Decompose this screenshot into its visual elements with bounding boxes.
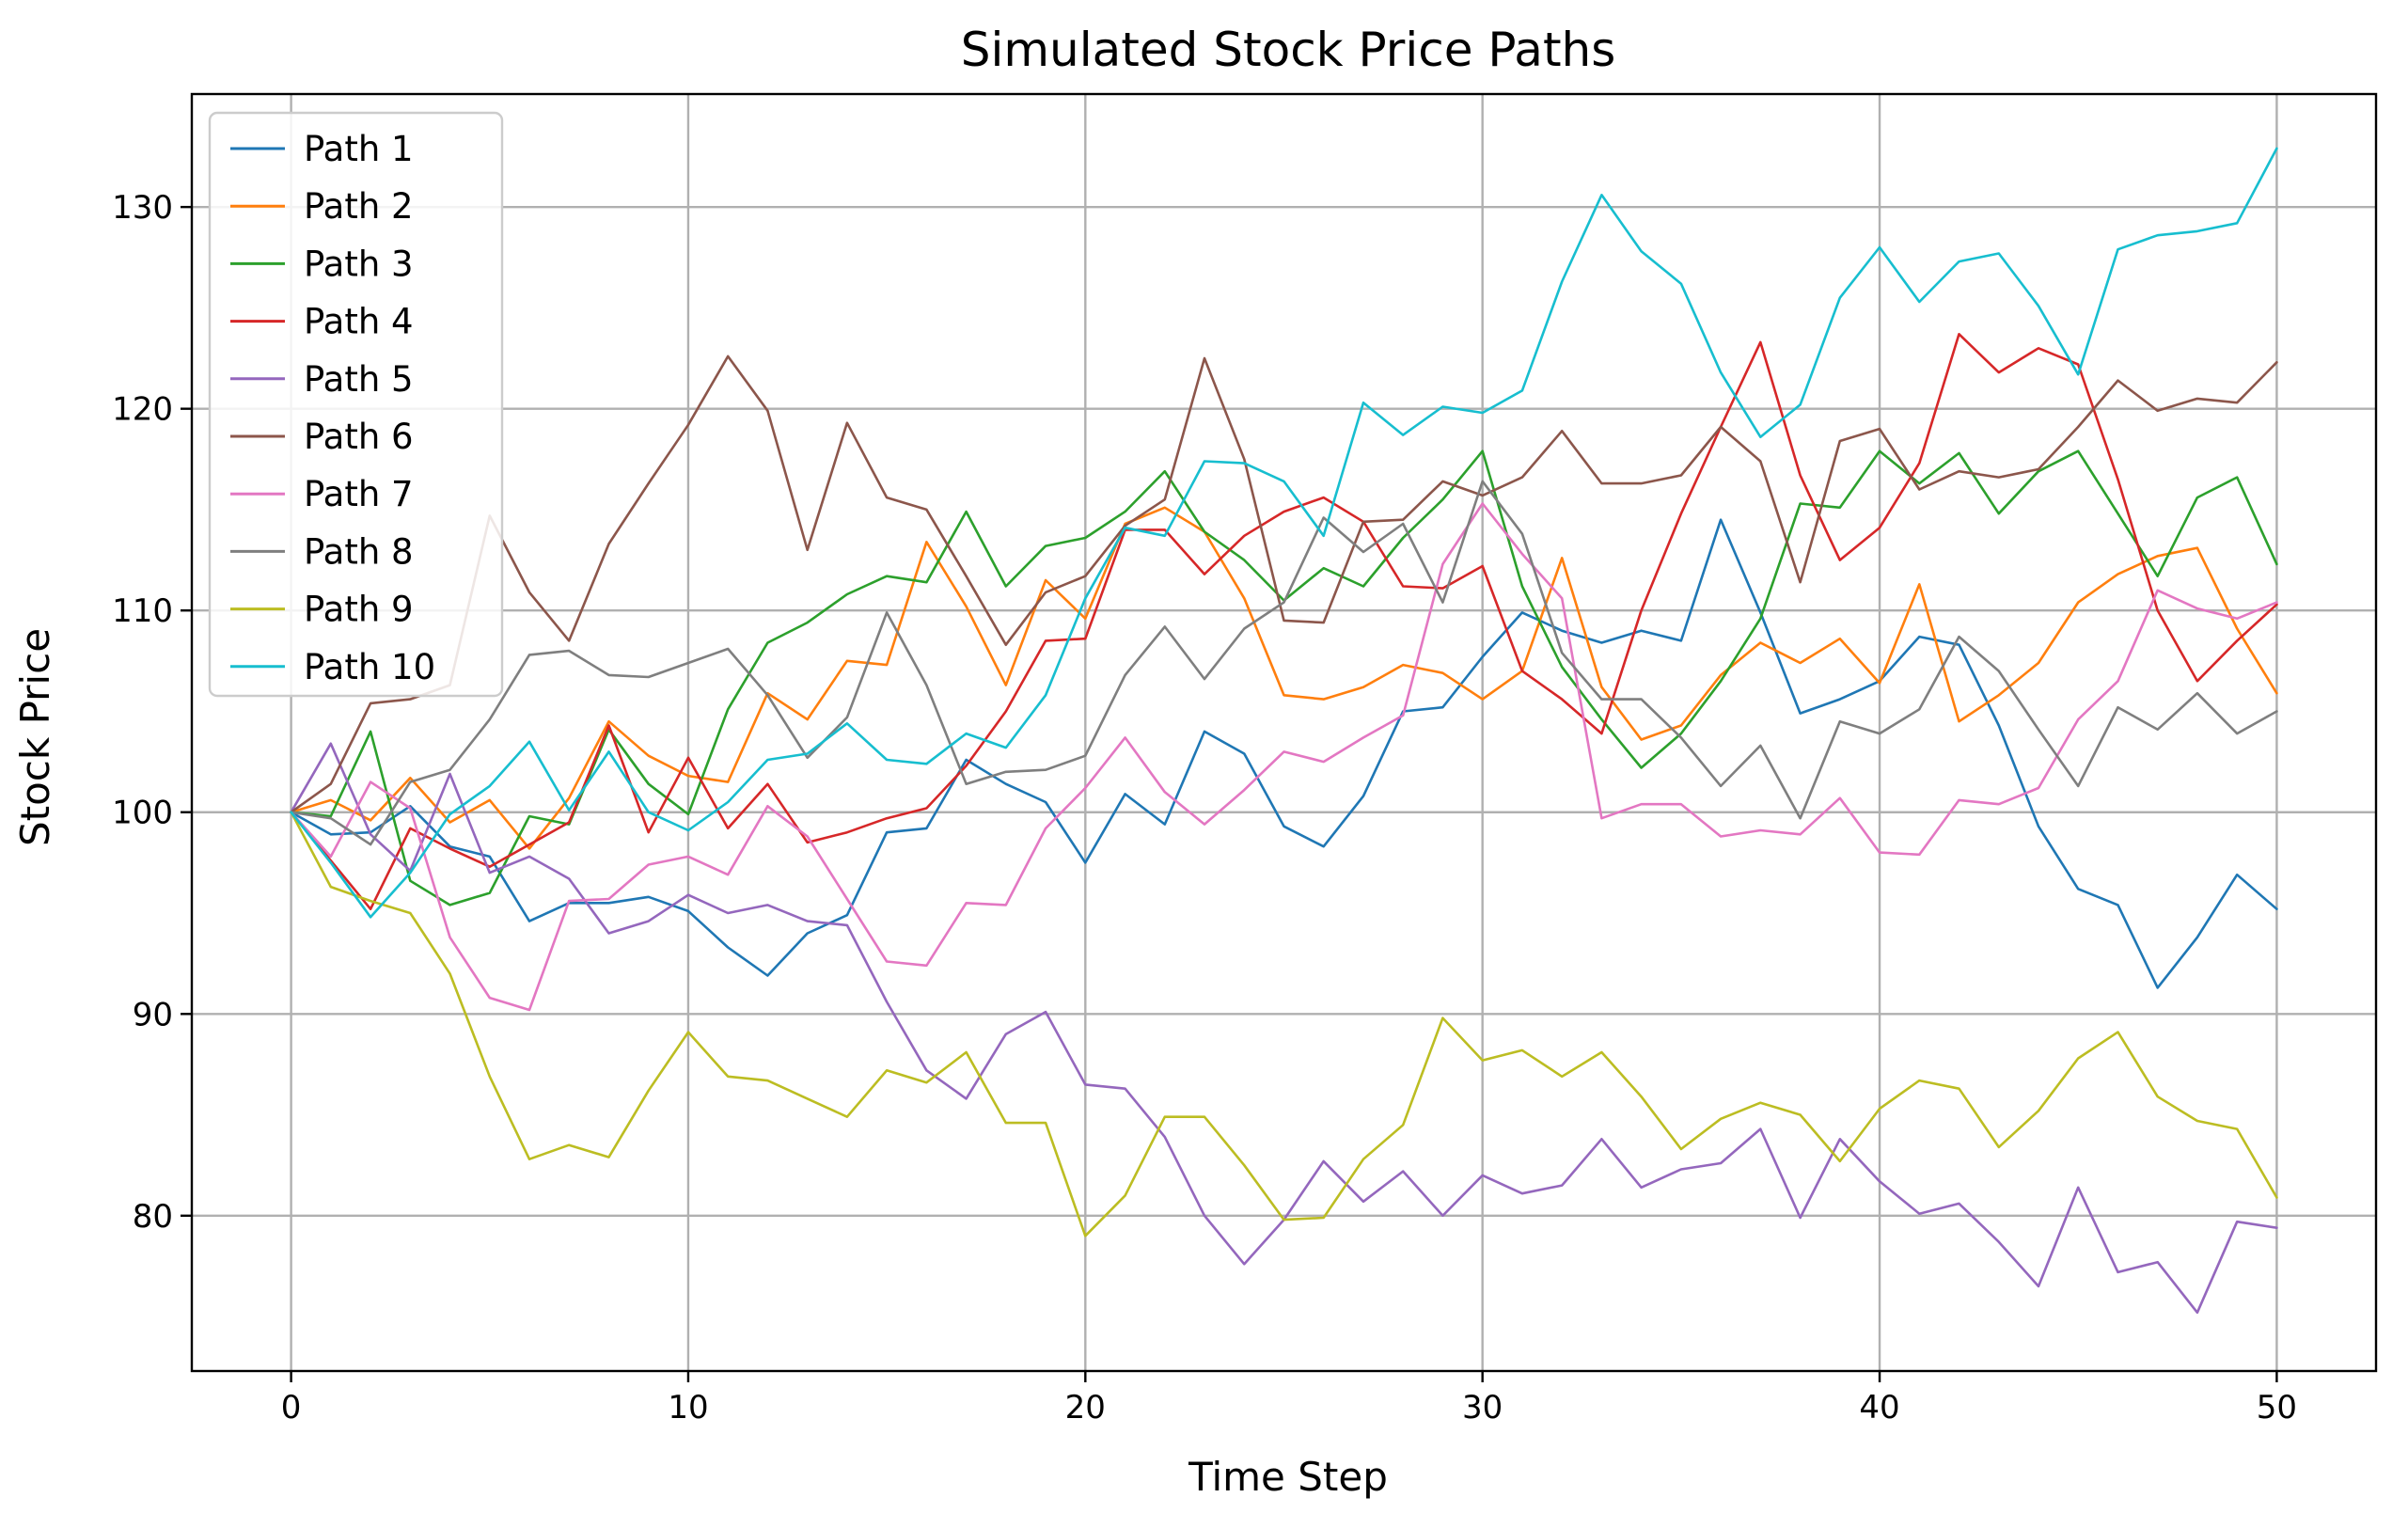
series-group [290, 147, 2278, 1315]
legend-entry-label: Path 10 [304, 647, 435, 687]
plot-frame [190, 92, 2378, 1373]
x-tick-label: 10 [668, 1389, 708, 1427]
y-tick-label: 110 [112, 592, 173, 630]
x-tick-label: 40 [1859, 1389, 1899, 1427]
legend-entry-label: Path 3 [304, 244, 414, 284]
x-tick-label: 0 [281, 1389, 302, 1427]
y-tick-label: 130 [112, 189, 173, 227]
x-axis-label: Time Step [1188, 1454, 1388, 1500]
y-tick-label: 100 [112, 795, 173, 832]
y-tick-label: 90 [133, 996, 173, 1033]
series-line-path-7 [290, 502, 2278, 1012]
grid-lines [192, 94, 2376, 1371]
series-line-path-8 [290, 480, 2278, 846]
series-line-path-2 [290, 506, 2278, 850]
legend-entry-label: Path 1 [304, 129, 414, 169]
series-line-path-1 [290, 518, 2278, 989]
series-line-path-10 [290, 147, 2278, 919]
axis-ticks: 0 10 20 30 40 50 80 90 100 110 120 130 [112, 189, 2297, 1427]
series-line-path-4 [290, 332, 2278, 911]
y-tick-label: 80 [133, 1198, 173, 1236]
x-tick-label: 50 [2257, 1389, 2297, 1427]
chart-title: Simulated Stock Price Paths [961, 23, 1616, 77]
legend-entry-label: Path 8 [304, 531, 414, 572]
x-tick-label: 30 [1462, 1389, 1503, 1427]
series-line-path-9 [290, 811, 2278, 1237]
y-axis-label: Stock Price [12, 628, 58, 846]
legend-entry-label: Path 5 [304, 359, 414, 400]
y-tick-label: 120 [112, 391, 173, 429]
x-tick-label: 20 [1065, 1389, 1106, 1427]
series-line-path-6 [290, 355, 2278, 814]
legend-entry-label: Path 4 [304, 302, 414, 342]
legend-entry-label: Path 9 [304, 590, 414, 630]
legend-entry-label: Path 2 [304, 186, 414, 227]
legend: Path 1 Path 2 Path 3 Path 4 Path 5 Path 6 Path… [208, 111, 504, 698]
legend-entry-label: Path 6 [304, 417, 414, 457]
legend-entry-label: Path 7 [304, 474, 414, 514]
